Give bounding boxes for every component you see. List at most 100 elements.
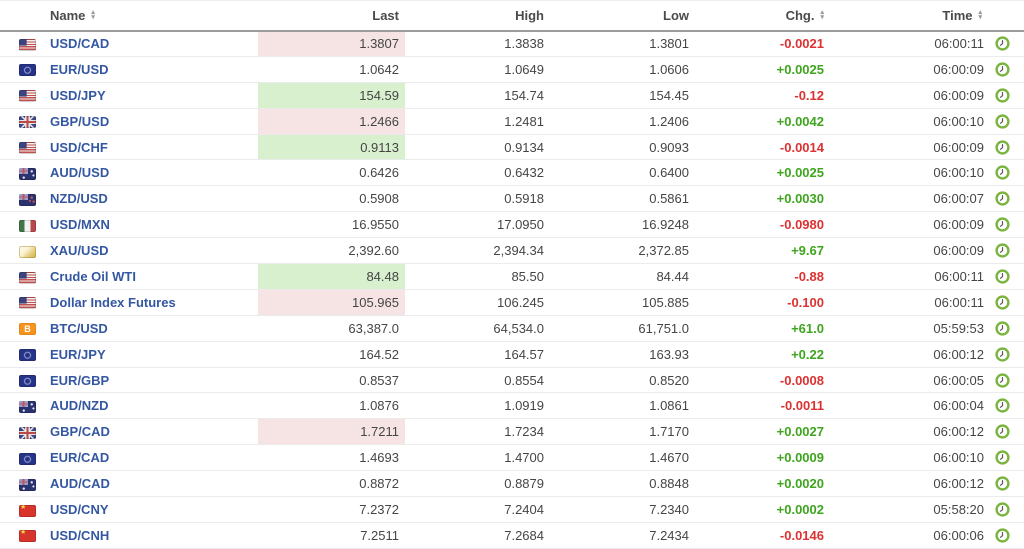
change-cell: +61.0 [695, 315, 830, 342]
clock-icon [995, 217, 1010, 232]
instrument-link[interactable]: BTC/USD [50, 320, 108, 336]
clock-icon [995, 450, 1010, 465]
instrument-link[interactable]: Crude Oil WTI [50, 268, 136, 284]
change-cell: -0.100 [695, 289, 830, 316]
last-cell: 1.7211 [258, 418, 405, 446]
low-cell: 1.4670 [550, 444, 695, 472]
clock-cell [988, 367, 1024, 394]
time-cell: 06:00:09 [830, 56, 988, 83]
last-cell: 164.52 [258, 341, 405, 368]
instrument-link[interactable]: EUR/JPY [50, 346, 106, 362]
table-row: NZD/USD 0.5908 0.5918 0.5861 +0.0030 06:… [0, 185, 1024, 213]
change-cell: +0.0025 [695, 56, 830, 83]
instrument-link[interactable]: USD/CAD [50, 36, 110, 52]
last-cell: 7.2511 [258, 522, 405, 549]
low-cell: 0.6400 [550, 159, 695, 187]
table-row: AUD/USD 0.6426 0.6432 0.6400 +0.0025 06:… [0, 159, 1024, 187]
time-cell: 06:00:09 [830, 82, 988, 109]
table-row: Dollar Index Futures 105.965 106.245 105… [0, 289, 1024, 316]
last-cell: 7.2372 [258, 496, 405, 523]
clock-icon [995, 269, 1010, 284]
au-flag-icon [19, 400, 36, 413]
au-flag-icon [19, 167, 36, 180]
instrument-link[interactable]: EUR/USD [50, 61, 109, 77]
time-cell: 06:00:10 [830, 159, 988, 187]
us-flag-icon [19, 90, 36, 103]
clock-cell [988, 56, 1024, 83]
instrument-link[interactable]: AUD/USD [50, 165, 110, 181]
nz-flag-icon [19, 193, 36, 206]
time-cell: 06:00:09 [830, 237, 988, 265]
time-cell: 05:58:20 [830, 496, 988, 523]
name-cell: AUD/USD [46, 159, 258, 187]
instrument-link[interactable]: USD/MXN [50, 217, 110, 233]
clock-icon [995, 36, 1010, 51]
clock-cell [988, 315, 1024, 342]
low-cell: 163.93 [550, 341, 695, 368]
flag-cell [0, 108, 46, 135]
change-cell: +0.0020 [695, 470, 830, 498]
instrument-link[interactable]: USD/CHF [50, 139, 108, 155]
instrument-link[interactable]: Dollar Index Futures [50, 294, 176, 310]
gb-flag-icon [19, 116, 36, 129]
flag-cell [0, 263, 46, 290]
name-cell: USD/CHF [46, 134, 258, 161]
table-row: AUD/NZD 1.0876 1.0919 1.0861 -0.0011 06:… [0, 392, 1024, 420]
instrument-link[interactable]: GBP/CAD [50, 424, 110, 440]
name-cell: USD/CNY [46, 496, 258, 523]
low-cell: 7.2434 [550, 522, 695, 549]
table-row: USD/MXN 16.9550 17.0950 16.9248 -0.0980 … [0, 211, 1024, 239]
instrument-link[interactable]: USD/CNH [50, 527, 110, 543]
time-cell: 05:59:53 [830, 315, 988, 342]
high-cell: 64,534.0 [405, 315, 550, 342]
instrument-link[interactable]: AUD/NZD [50, 398, 109, 414]
flag-cell [0, 134, 46, 161]
column-header-high: High [405, 0, 550, 32]
clock-icon [995, 347, 1010, 362]
time-cell: 06:00:12 [830, 470, 988, 498]
high-cell: 0.8554 [405, 367, 550, 394]
instrument-link[interactable]: USD/CNY [50, 501, 109, 517]
low-cell: 1.3801 [550, 30, 695, 57]
instrument-link[interactable]: XAU/USD [50, 243, 109, 259]
high-cell: 0.9134 [405, 134, 550, 161]
eu-flag-icon [19, 349, 36, 362]
column-header-name[interactable]: Name ▴ ▾ [46, 0, 258, 32]
btc-flag-icon [19, 323, 36, 336]
instrument-link[interactable]: GBP/USD [50, 113, 110, 129]
flag-cell [0, 289, 46, 316]
column-header-low-label: Low [663, 7, 689, 23]
high-cell: 17.0950 [405, 211, 550, 239]
instrument-link[interactable]: EUR/CAD [50, 450, 110, 466]
instrument-link[interactable]: EUR/GBP [50, 372, 110, 388]
last-cell: 154.59 [258, 82, 405, 109]
clock-cell [988, 30, 1024, 57]
column-header-last-label: Last [372, 7, 399, 23]
column-header-time[interactable]: Time ▴ ▾ [830, 0, 988, 32]
name-cell: XAU/USD [46, 237, 258, 265]
instrument-link[interactable]: USD/JPY [50, 87, 106, 103]
last-cell: 2,392.60 [258, 237, 405, 265]
instrument-link[interactable]: NZD/USD [50, 191, 108, 207]
high-cell: 0.5918 [405, 185, 550, 213]
flag-cell [0, 82, 46, 109]
clock-icon [995, 88, 1010, 103]
clock-icon [995, 139, 1010, 155]
change-cell: -0.0980 [695, 211, 830, 239]
low-cell: 1.0861 [550, 392, 695, 420]
clock-cell [988, 418, 1024, 446]
column-header-low: Low [550, 0, 695, 32]
table-row: USD/CNH 7.2511 7.2684 7.2434 -0.0146 06:… [0, 522, 1024, 549]
column-header-time-label: Time [942, 7, 973, 23]
last-cell: 1.4693 [258, 444, 405, 472]
flag-cell [0, 30, 46, 57]
table-row: EUR/USD 1.0642 1.0649 1.0606 +0.0025 06:… [0, 56, 1024, 83]
column-header-chg[interactable]: Chg. ▴ ▾ [695, 0, 830, 32]
low-cell: 61,751.0 [550, 315, 695, 342]
last-cell: 0.9113 [258, 134, 405, 161]
clock-cell [988, 108, 1024, 135]
us-flag-icon [19, 271, 36, 284]
instrument-link[interactable]: AUD/CAD [50, 476, 110, 492]
flag-cell [0, 496, 46, 523]
